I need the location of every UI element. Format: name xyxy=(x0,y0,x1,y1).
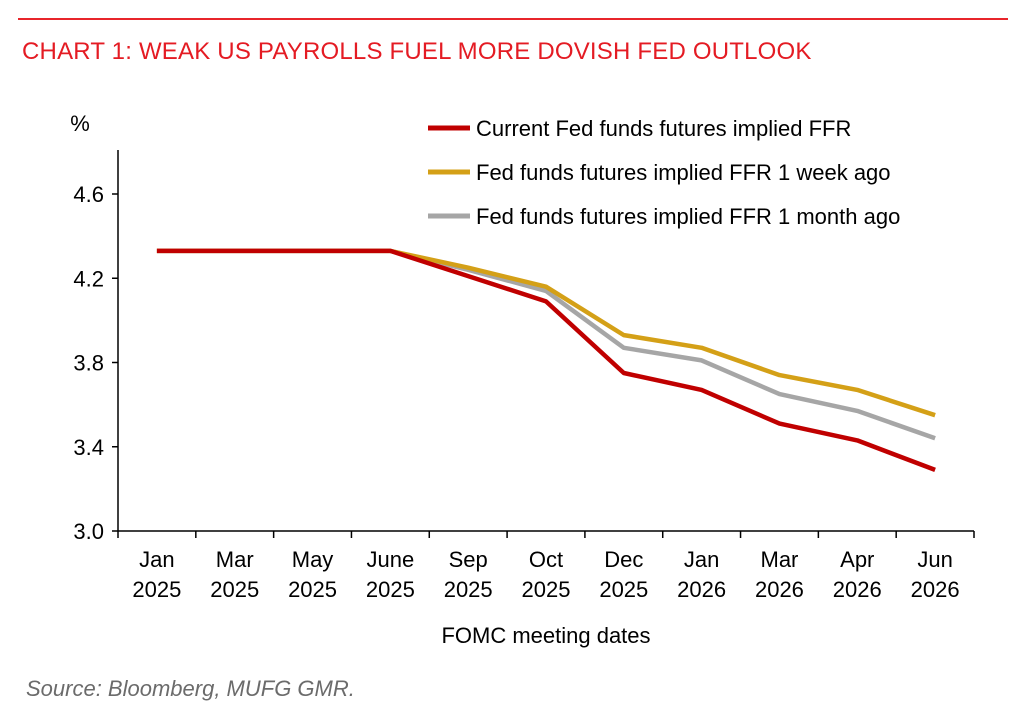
x-tick-label-month: May xyxy=(292,547,334,572)
x-tick-label-month: Jan xyxy=(684,547,719,572)
x-tick-label-year: 2025 xyxy=(599,577,648,602)
x-tick-label-year: 2026 xyxy=(833,577,882,602)
source-note: Source: Bloomberg, MUFG GMR. xyxy=(26,676,355,701)
y-tick-label: 3.8 xyxy=(73,351,104,376)
x-tick-label-year: 2025 xyxy=(210,577,259,602)
x-tick-label-year: 2025 xyxy=(522,577,571,602)
legend-label-1: Current Fed funds futures implied FFR xyxy=(476,116,851,141)
x-tick-label-year: 2025 xyxy=(132,577,181,602)
chart-title: CHART 1: WEAK US PAYROLLS FUEL MORE DOVI… xyxy=(22,38,812,65)
top-rule xyxy=(18,18,1008,20)
legend-label-2: Fed funds futures implied FFR 1 week ago xyxy=(476,160,891,185)
x-tick-label-month: June xyxy=(367,547,415,572)
series-line-3 xyxy=(156,248,936,441)
x-tick-label-month: Jun xyxy=(917,547,952,572)
y-tick-label: 3.4 xyxy=(73,435,104,460)
x-tick-label-month: Sep xyxy=(449,547,488,572)
x-tick-label-month: Mar xyxy=(761,547,799,572)
x-tick-label-month: Dec xyxy=(604,547,643,572)
x-tick-label-year: 2026 xyxy=(911,577,960,602)
y-tick-label: 4.2 xyxy=(73,266,104,291)
series-line-2 xyxy=(156,248,936,418)
legend-label-3: Fed funds futures implied FFR 1 month ag… xyxy=(476,204,900,229)
x-tick-label-year: 2026 xyxy=(677,577,726,602)
x-tick-label-year: 2026 xyxy=(755,577,804,602)
series-line-1 xyxy=(156,248,936,473)
x-tick-label-year: 2025 xyxy=(444,577,493,602)
x-tick-label-year: 2025 xyxy=(366,577,415,602)
y-axis-unit: % xyxy=(70,111,90,136)
x-tick-label-month: Mar xyxy=(216,547,254,572)
x-tick-label-year: 2025 xyxy=(288,577,337,602)
x-tick-label-month: Oct xyxy=(529,547,563,572)
y-tick-label: 4.6 xyxy=(73,182,104,207)
x-tick-label-month: Jan xyxy=(139,547,174,572)
y-tick-label: 3.0 xyxy=(73,519,104,544)
x-tick-label-month: Apr xyxy=(840,547,874,572)
x-axis-title: FOMC meeting dates xyxy=(441,623,650,648)
